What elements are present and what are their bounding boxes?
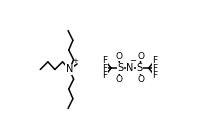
Text: S: S (117, 63, 123, 73)
Text: O: O (137, 75, 144, 84)
Text: N: N (66, 64, 73, 75)
Text: −: − (129, 56, 136, 65)
Text: O: O (137, 52, 144, 61)
Text: +: + (72, 58, 78, 64)
Text: O: O (115, 75, 121, 84)
Text: F: F (152, 71, 157, 80)
Text: O: O (115, 52, 121, 61)
Text: N: N (126, 63, 133, 73)
Text: F: F (102, 64, 107, 73)
Text: F: F (152, 56, 157, 65)
Text: F: F (102, 56, 107, 65)
Text: F: F (152, 64, 157, 73)
Text: S: S (136, 63, 142, 73)
Text: F: F (102, 71, 107, 80)
